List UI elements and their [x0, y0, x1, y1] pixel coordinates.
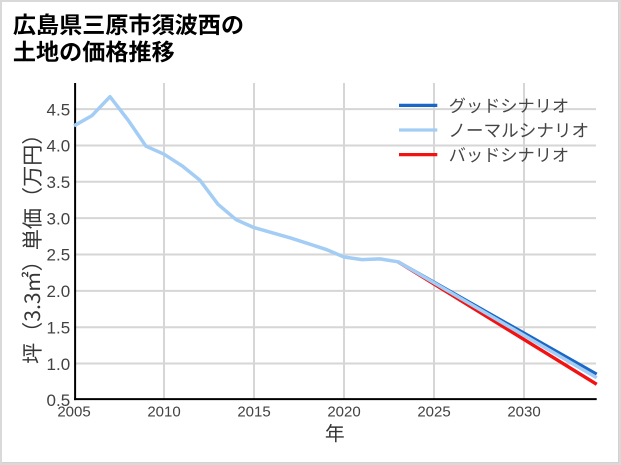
svg-text:4.5: 4.5 — [47, 100, 71, 119]
svg-text:3.0: 3.0 — [47, 209, 71, 228]
svg-text:2005: 2005 — [57, 403, 90, 420]
svg-text:2.0: 2.0 — [47, 282, 71, 301]
svg-text:3.5: 3.5 — [47, 173, 71, 192]
svg-text:2015: 2015 — [237, 403, 270, 420]
svg-text:2010: 2010 — [147, 403, 180, 420]
svg-text:1.5: 1.5 — [47, 318, 71, 337]
svg-text:2.5: 2.5 — [47, 246, 71, 265]
svg-text:1.0: 1.0 — [47, 355, 71, 374]
svg-text:0.5: 0.5 — [47, 391, 71, 410]
svg-text:2030: 2030 — [507, 403, 540, 420]
svg-text:2025: 2025 — [417, 403, 450, 420]
svg-text:4.0: 4.0 — [47, 137, 71, 156]
svg-text:2020: 2020 — [327, 403, 360, 420]
